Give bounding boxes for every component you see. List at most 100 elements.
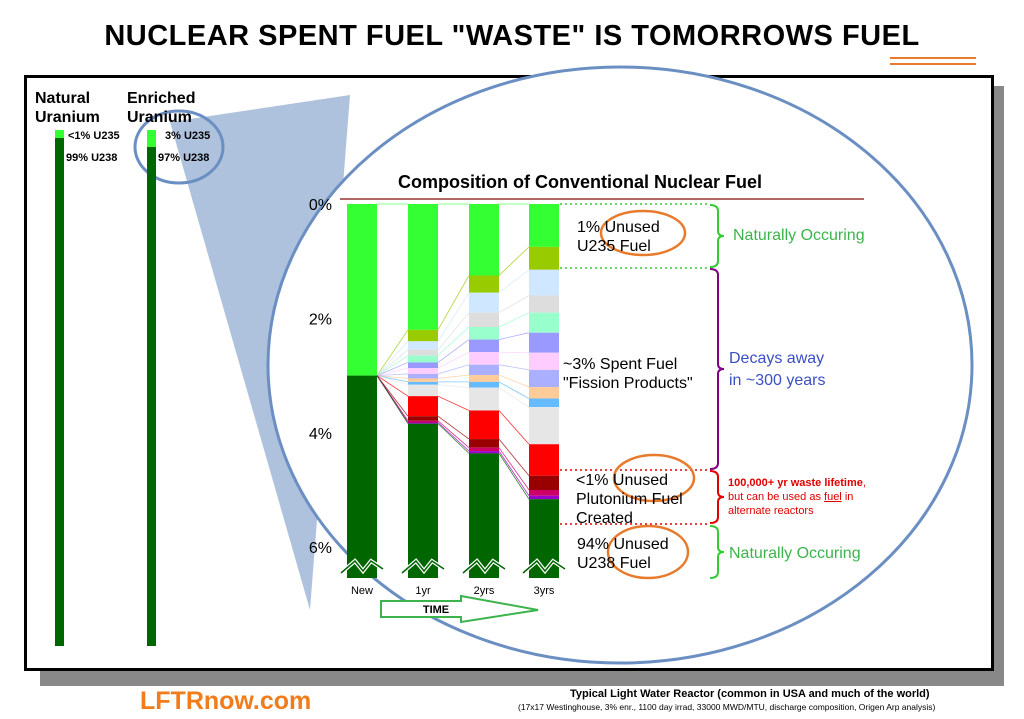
bracket-waste: [709, 470, 725, 524]
natural-u238-bar: [55, 138, 64, 646]
connector-line-0-7: [376, 373, 409, 376]
bar-segment-1yr-0: [408, 204, 438, 330]
bar-segment-2yrs-12: [469, 439, 499, 448]
label-naturally-occurring-bottom: Naturally Occuring: [729, 545, 861, 562]
connector-line-2-2: [498, 269, 530, 293]
bar-segment-3yrs-14: [529, 495, 559, 500]
connector-line-2-9: [498, 381, 530, 399]
bar-segment-1yr-7: [408, 373, 438, 379]
enriched-uranium-label: Enriched Uranium: [127, 90, 196, 126]
connector-line-2-14: [498, 450, 530, 496]
bracket-naturally-occurring-top: [709, 204, 725, 268]
chart-layer: 0% 2% 4% 6% New 1yr 2yrs 3yrs TIME: [309, 197, 864, 624]
bar-segment-1yr-2: [408, 341, 438, 350]
connector-line-0-11: [376, 375, 409, 397]
source-title: Typical Light Water Reactor (common in U…: [570, 688, 930, 700]
bar-segment-2yrs-11: [469, 410, 499, 440]
connector-line-1-14: [437, 422, 470, 452]
connector-line-1-15: [437, 423, 470, 454]
enriched-u238-bar: [147, 147, 156, 646]
bar-segment-2yrs-14: [469, 451, 499, 454]
highlight-ellipse-2: [606, 524, 690, 580]
y-tick-label-2: 4%: [309, 426, 332, 443]
connector-line-2-11: [498, 410, 530, 445]
bar-segment-new-0: [347, 204, 377, 376]
connector-line-1-5: [437, 339, 470, 363]
bar-segment-1yr-4: [408, 355, 438, 363]
bar-segment-2yrs-15: [469, 453, 499, 578]
connector-line-1-11: [437, 395, 470, 411]
bar-segment-1yr-1: [408, 329, 438, 342]
enriched-u235-bar: [147, 130, 156, 147]
x-category-label-2: 2yrs: [474, 585, 495, 597]
bar-segment-3yrs-3: [529, 295, 559, 313]
label-decays-away: Decays away in ~300 years: [729, 350, 826, 389]
natural-uranium-label: Natural Uranium: [35, 90, 100, 126]
connector-line-2-6: [498, 351, 530, 354]
bar-segment-2yrs-4: [469, 326, 499, 340]
connector-line-2-1: [498, 246, 530, 276]
bar-segment-3yrs-5: [529, 332, 559, 353]
connector-line-0-10: [376, 375, 409, 386]
axis-break-2: [462, 559, 506, 574]
page-title: NUCLEAR SPENT FUEL "WASTE" IS TOMORROWS …: [104, 20, 920, 52]
brand-logo-text: LFTRnow.com: [140, 687, 312, 715]
connector-line-1-3: [437, 312, 470, 351]
natural-u238-label: 99% U238: [66, 152, 118, 164]
time-axis-label: TIME: [423, 604, 449, 616]
label-naturally-occurring-top: Naturally Occuring: [733, 227, 865, 244]
bar-segment-2yrs-0: [469, 204, 499, 276]
connector-line-1-8: [437, 374, 470, 379]
bar-segment-3yrs-9: [529, 398, 559, 408]
natural-u235-bar: [55, 130, 64, 138]
connector-line-0-4: [376, 355, 409, 376]
y-tick-label-0: 0%: [309, 197, 332, 214]
x-category-label-1: 1yr: [415, 585, 431, 597]
bar-segment-2yrs-1: [469, 275, 499, 293]
bar-segment-3yrs-6: [529, 352, 559, 370]
connector-line-1-10: [437, 384, 470, 389]
connector-line-0-3: [376, 349, 409, 376]
connector-line-1-12: [437, 415, 470, 440]
waste-line3: alternate reactors: [728, 505, 814, 517]
bar-segment-3yrs-2: [529, 269, 559, 296]
connector-line-0-9: [376, 375, 409, 383]
bracket-decays: [709, 268, 725, 470]
time-arrow: [380, 594, 539, 624]
bar-segment-2yrs-9: [469, 381, 499, 388]
connector-line-2-10: [498, 387, 530, 408]
bar-segment-1yr-15: [408, 423, 438, 578]
bar-segment-2yrs-8: [469, 375, 499, 382]
bar-segment-3yrs-8: [529, 387, 559, 399]
annotation-spent-fuel: ~3% Spent Fuel "Fission Products": [563, 356, 693, 392]
natural-u235-label: <1% U235: [68, 130, 120, 142]
bar-segment-3yrs-13: [529, 490, 559, 496]
connector-line-2-5: [498, 332, 530, 340]
bar-segment-2yrs-13: [469, 447, 499, 452]
bar-segment-2yrs-10: [469, 387, 499, 411]
axis-break-0: [340, 559, 384, 574]
bar-segment-3yrs-11: [529, 444, 559, 476]
annotation-plutonium: <1% Unused Plutonium Fuel Created: [576, 472, 683, 527]
annotation-unused-u235: 1% Unused U235 Fuel: [577, 219, 660, 255]
bar-segment-1yr-8: [408, 378, 438, 382]
connector-line-2-7: [498, 364, 530, 371]
bar-segment-2yrs-2: [469, 292, 499, 313]
bar-segment-1yr-6: [408, 368, 438, 374]
axis-break-1: [401, 559, 445, 574]
bracket-naturally-occurring-bottom: [709, 525, 725, 579]
bar-segment-1yr-12: [408, 416, 438, 421]
connector-line-2-12: [498, 438, 530, 476]
waste-line2-post: in: [841, 491, 854, 503]
title-underline-second: [890, 63, 976, 65]
bar-segment-3yrs-1: [529, 246, 559, 270]
label-waste-lifetime: 100,000+ yr waste lifetime, but can be us…: [728, 476, 866, 518]
connector-line-2-3: [498, 295, 530, 314]
connector-line-1-7: [437, 364, 470, 375]
y-tick-label-3: 6%: [309, 540, 332, 557]
source-detail: (17x17 Westinghouse, 3% enr., 1100 day i…: [518, 702, 936, 712]
magnifier-focus-ellipse: [133, 109, 225, 185]
waste-fuel-word: fuel: [824, 491, 842, 503]
connector-line-0-12: [376, 375, 409, 417]
